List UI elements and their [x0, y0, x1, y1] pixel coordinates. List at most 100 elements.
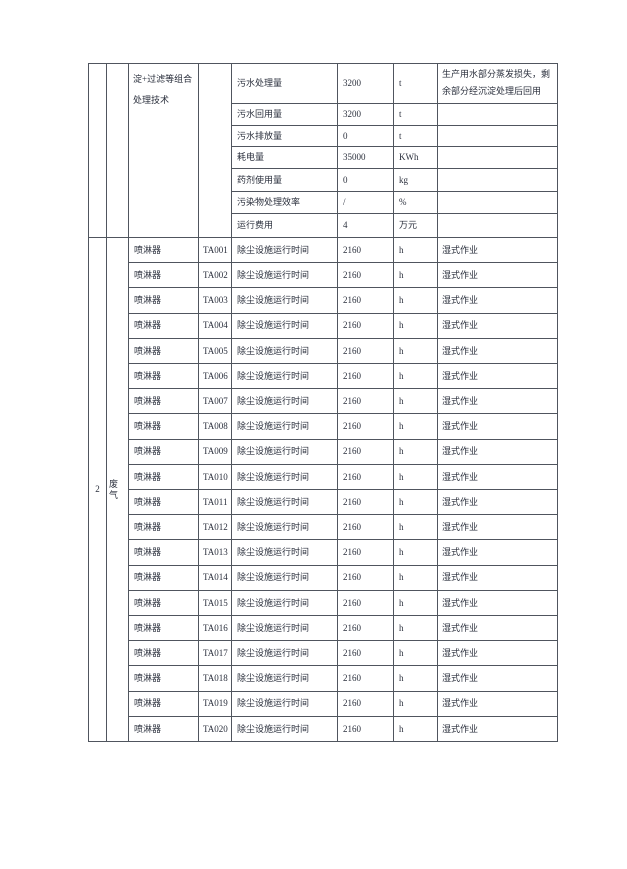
- waste-gas-row: 喷淋器 TA002 除尘设施运行时间 2160 h 湿式作业: [129, 263, 557, 289]
- value-cell: 3200: [338, 64, 394, 103]
- value-cell: 2160: [338, 313, 394, 338]
- code-cell: TA001: [199, 238, 232, 263]
- value-cell: 2160: [338, 338, 394, 364]
- remark-cell: 湿式作业: [442, 572, 479, 583]
- waste-gas-row: 喷淋器 TA003 除尘设施运行时间 2160 h 湿式作业: [129, 288, 557, 314]
- device-cell: 喷淋器: [129, 691, 199, 716]
- device-cell: 喷淋器: [129, 716, 199, 742]
- waste-gas-row: 喷淋器 TA020 除尘设施运行时间 2160 h 湿式作业: [129, 716, 557, 742]
- wastewater-section: 淀+过滤等组合处理技术 污水处理量 3200 t 生产用水部分蒸发损失，剩余部分…: [89, 64, 557, 238]
- code-cell: TA004: [199, 313, 232, 338]
- indicator-cell: 除尘设施运行时间: [232, 389, 338, 414]
- wastewater-row: 污水处理量 3200 t 生产用水部分蒸发损失，剩余部分经沉淀处理后回用: [232, 64, 557, 104]
- indicator-cell: 除尘设施运行时间: [232, 666, 338, 691]
- unit-cell: h: [394, 364, 438, 389]
- unit-cell: h: [394, 641, 438, 666]
- waste-gas-row: 喷淋器 TA010 除尘设施运行时间 2160 h 湿式作业: [129, 464, 557, 491]
- code-cell: TA009: [199, 439, 232, 464]
- device-cell: 喷淋器: [129, 313, 199, 338]
- seq-continuation-cell: [89, 64, 107, 237]
- value-cell: 2160: [338, 439, 394, 464]
- device-cell: 喷淋器: [129, 590, 199, 616]
- category-cell: 废气: [107, 238, 129, 741]
- wastewater-row: 运行费用 4 万元: [232, 213, 557, 237]
- remark-text: 生产用水部分蒸发损失，剩余部分经沉淀处理后回用: [442, 69, 551, 97]
- device-cell: 喷淋器: [129, 389, 199, 414]
- indicator-cell: 污水处理量: [232, 64, 338, 103]
- remark-cell: 湿式作业: [442, 421, 479, 432]
- unit-cell: h: [394, 439, 438, 464]
- wastewater-row: 污水回用量 3200 t: [232, 103, 557, 126]
- code-cell: TA008: [199, 414, 232, 439]
- code-cell: TA017: [199, 641, 232, 666]
- code-cell: TA003: [199, 288, 232, 313]
- indicator-cell: 除尘设施运行时间: [232, 490, 338, 515]
- code-cell: TA007: [199, 389, 232, 414]
- value-cell: 2160: [338, 540, 394, 565]
- value-cell: 2160: [338, 666, 394, 691]
- remark-cell: 湿式作业: [442, 622, 479, 633]
- value-cell: 2160: [338, 288, 394, 313]
- remark-cell: 湿式作业: [442, 723, 479, 734]
- remark-cell: [438, 192, 557, 213]
- waste-gas-row: 喷淋器 TA001 除尘设施运行时间 2160 h 湿式作业: [129, 238, 557, 264]
- value-cell: 3200: [338, 103, 394, 125]
- waste-gas-rows: 喷淋器 TA001 除尘设施运行时间 2160 h 湿式作业 喷淋器 TA002…: [129, 238, 557, 742]
- waste-gas-row: 喷淋器 TA012 除尘设施运行时间 2160 h 湿式作业: [129, 515, 557, 541]
- device-cell: 喷淋器: [129, 238, 199, 263]
- remark-cell: [438, 104, 557, 125]
- value-cell: 2160: [338, 263, 394, 288]
- waste-gas-row: 喷淋器 TA009 除尘设施运行时间 2160 h 湿式作业: [129, 439, 557, 465]
- remark-cell: 湿式作业: [442, 446, 479, 457]
- remark-cell: 湿式作业: [442, 370, 479, 381]
- treatment-technology-text: 淀+过滤等组合处理技术: [133, 74, 193, 105]
- unit-cell: %: [394, 191, 438, 213]
- unit-cell: 万元: [394, 213, 438, 237]
- remark-cell: 湿式作业: [442, 295, 479, 306]
- sequence-number-cell: 2: [89, 238, 107, 741]
- waste-gas-row: 喷淋器 TA015 除尘设施运行时间 2160 h 湿式作业: [129, 590, 557, 617]
- remark-cell: 湿式作业: [442, 698, 479, 709]
- code-cell: TA002: [199, 263, 232, 288]
- remark-cell: 湿式作业: [442, 673, 479, 684]
- value-cell: 2160: [338, 238, 394, 263]
- indicator-cell: 除尘设施运行时间: [232, 238, 338, 263]
- code-cell: TA011: [199, 490, 232, 515]
- unit-cell: kg: [394, 169, 438, 191]
- waste-gas-row: 喷淋器 TA016 除尘设施运行时间 2160 h 湿式作业: [129, 616, 557, 642]
- indicator-cell: 除尘设施运行时间: [232, 414, 338, 439]
- remark-cell: 湿式作业: [442, 345, 479, 356]
- unit-cell: h: [394, 590, 438, 616]
- remark-cell: [438, 214, 557, 237]
- remark-cell: [438, 126, 557, 146]
- indicator-cell: 耗电量: [232, 147, 338, 169]
- device-cell: 喷淋器: [129, 288, 199, 313]
- environment-report-table: 淀+过滤等组合处理技术 污水处理量 3200 t 生产用水部分蒸发损失，剩余部分…: [88, 63, 558, 742]
- unit-cell: h: [394, 691, 438, 716]
- code-continuation-cell: [199, 64, 232, 237]
- code-cell: TA006: [199, 364, 232, 389]
- indicator-cell: 除尘设施运行时间: [232, 590, 338, 616]
- value-cell: 2160: [338, 716, 394, 742]
- value-cell: 2160: [338, 641, 394, 666]
- unit-cell: h: [394, 263, 438, 288]
- unit-cell: h: [394, 515, 438, 540]
- waste-gas-row: 喷淋器 TA014 除尘设施运行时间 2160 h 湿式作业: [129, 565, 557, 591]
- device-cell: 喷淋器: [129, 515, 199, 540]
- indicator-cell: 除尘设施运行时间: [232, 716, 338, 742]
- code-cell: TA012: [199, 515, 232, 540]
- wastewater-row: 污染物处理效率 / %: [232, 191, 557, 214]
- unit-cell: h: [394, 616, 438, 641]
- indicator-cell: 污染物处理效率: [232, 191, 338, 213]
- unit-cell: h: [394, 565, 438, 590]
- indicator-cell: 除尘设施运行时间: [232, 364, 338, 389]
- treatment-technology-cell: 淀+过滤等组合处理技术: [129, 64, 199, 237]
- indicator-cell: 除尘设施运行时间: [232, 616, 338, 641]
- remark-cell: 湿式作业: [442, 521, 479, 532]
- waste-gas-row: 喷淋器 TA004 除尘设施运行时间 2160 h 湿式作业: [129, 313, 557, 339]
- waste-gas-row: 喷淋器 TA005 除尘设施运行时间 2160 h 湿式作业: [129, 338, 557, 365]
- waste-gas-section: 2 废气 喷淋器 TA001 除尘设施运行时间 2160 h 湿式作业 喷淋器 …: [89, 238, 557, 742]
- indicator-cell: 除尘设施运行时间: [232, 313, 338, 338]
- value-cell: 35000: [338, 147, 394, 169]
- indicator-cell: 运行费用: [232, 213, 338, 237]
